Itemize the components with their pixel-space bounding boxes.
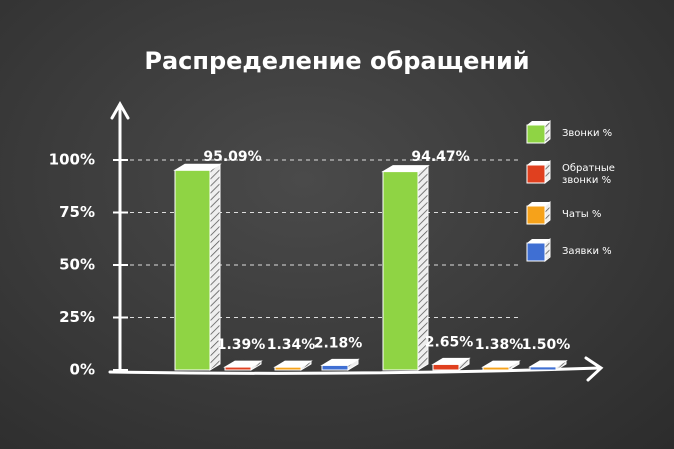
value-label: 1.39% — [217, 337, 266, 353]
legend-swatch — [526, 205, 546, 225]
y-tick-label: 50% — [59, 256, 95, 274]
value-label: 1.38% — [475, 337, 524, 353]
value-label: 2.18% — [314, 335, 363, 351]
bar — [174, 169, 211, 371]
bar — [482, 366, 510, 371]
legend-swatch — [526, 164, 546, 184]
y-tick-label: 25% — [59, 308, 95, 326]
y-tick-label: 75% — [59, 203, 95, 221]
bar — [224, 366, 252, 371]
legend-label: Заявки % — [562, 246, 612, 257]
chart-title: Распределение обращений — [144, 47, 529, 75]
bar — [432, 363, 460, 371]
bar — [274, 366, 302, 371]
value-label: 95.09% — [203, 149, 261, 165]
legend-label: Звонки % — [562, 128, 613, 139]
value-label: 1.34% — [267, 337, 316, 353]
legend-label: Обратные звонки % — [562, 163, 615, 186]
legend-box-top — [527, 239, 550, 243]
bar — [382, 171, 419, 371]
y-tick-label: 100% — [49, 151, 95, 169]
value-label: 1.50% — [522, 337, 571, 353]
legend-swatch — [526, 242, 546, 262]
legend-box-top — [527, 202, 550, 206]
legend-swatch — [526, 124, 546, 144]
legend-box-top — [527, 161, 550, 165]
legend-label: Чаты % — [562, 209, 602, 220]
value-label: 2.65% — [425, 334, 474, 350]
legend-box-top — [527, 121, 550, 125]
bar — [321, 364, 349, 371]
y-tick-label: 0% — [70, 361, 95, 379]
y-axis — [110, 100, 130, 374]
bar — [529, 366, 557, 371]
value-label: 94.47% — [411, 149, 469, 165]
